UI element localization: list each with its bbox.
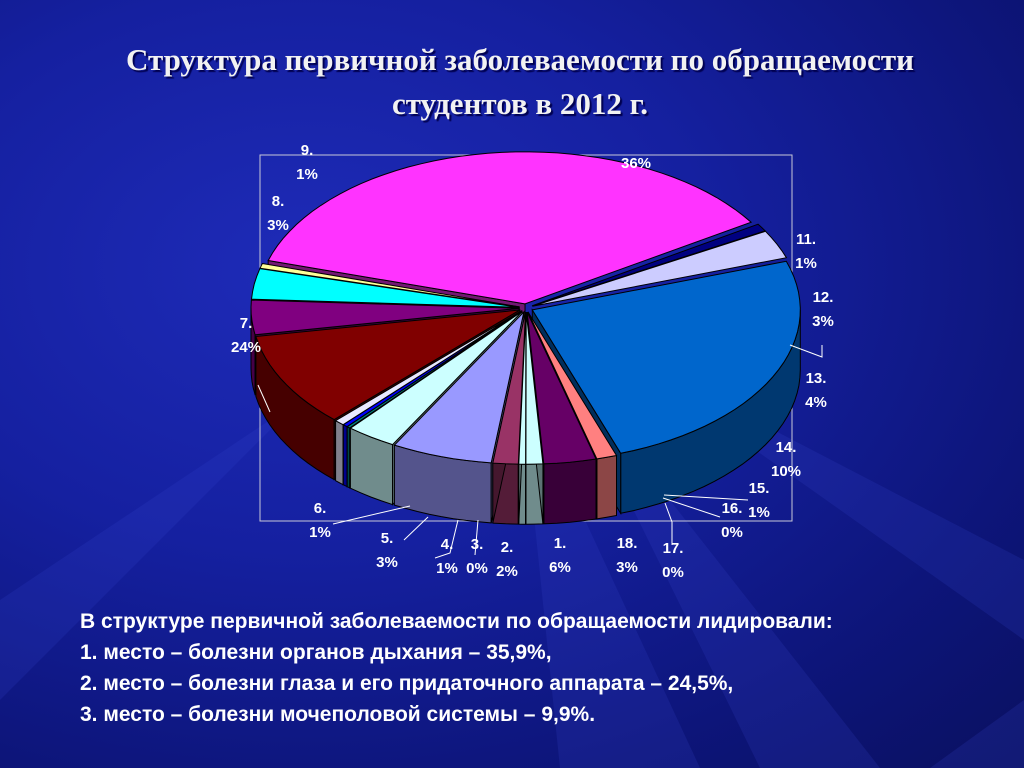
pie-slice-1 <box>393 310 525 464</box>
pie-slice-9 <box>531 223 767 307</box>
pie-slice-7 <box>531 260 801 454</box>
data-label-percent: 3% <box>376 554 398 571</box>
leader-line <box>434 519 459 559</box>
pie-chart: 1. 6% 18. 3% 17. 0% 16. 0% 15. 1% 14. 10% 13. 4% 12. 3%… <box>231 142 834 581</box>
data-label-category: 7. <box>240 315 253 332</box>
data-label-percent: 3% <box>616 559 638 576</box>
data-label-percent: 2% <box>496 563 518 580</box>
data-label-category: 5. <box>381 530 394 547</box>
summary-block: В структуре первичной заболеваемости по … <box>80 606 1010 730</box>
pie-slice-side <box>543 458 597 525</box>
pie-slice-6 <box>527 311 618 460</box>
pie-slice-13 <box>250 299 520 336</box>
leader-line <box>332 505 411 525</box>
data-label-category: 16. <box>722 500 743 517</box>
data-label-category: 8. <box>272 193 285 210</box>
summary-intro: В структуре первичной заболеваемости по … <box>80 610 833 633</box>
leader-line <box>664 502 673 545</box>
summary-item-3: 3. место – болезни мочеполовой системы –… <box>80 703 596 726</box>
leader-line <box>662 497 721 518</box>
data-label-category: 11. <box>796 231 816 248</box>
data-label-percent: 0% <box>662 564 684 581</box>
title-line-1: Структура первичной заболеваемости по об… <box>126 42 914 77</box>
pie-slice-14 <box>255 309 521 421</box>
summary-item-1: 1. место – болезни органов дыхания – 35,… <box>80 641 552 664</box>
data-label-category: 18. <box>617 535 638 552</box>
data-label-percent: 1% <box>436 560 458 577</box>
data-label-percent: 1% <box>795 255 817 272</box>
leader-line <box>403 516 429 541</box>
leader-line <box>663 494 749 501</box>
data-label-category: 15. <box>749 480 770 497</box>
pie-slice-11 <box>259 262 520 308</box>
data-label-category: 1. <box>554 535 567 552</box>
pie-slice-side <box>335 419 344 486</box>
data-label-category: 12. <box>813 289 834 306</box>
leader-line <box>474 519 479 556</box>
data-label-percent: 4% <box>805 394 827 411</box>
data-label-category: 14. <box>776 439 797 456</box>
pie-slice-18 <box>349 311 523 446</box>
pie-slice-15 <box>334 310 522 426</box>
data-label-percent: 6% <box>549 559 571 576</box>
pie-slice-2 <box>492 312 526 465</box>
leader-line <box>789 344 823 358</box>
title-line-2: студентов в 2012 г. <box>391 86 649 121</box>
pie-slice-side <box>596 454 617 520</box>
pie-slice-5 <box>526 311 597 465</box>
data-label-category: 6. <box>314 500 327 517</box>
data-label-percent: 0% <box>466 560 488 577</box>
data-label-percent: 36% <box>621 155 651 172</box>
data-label-category: 2. <box>501 539 514 556</box>
pie-slice-side <box>342 423 348 488</box>
data-label-category: 3. <box>471 536 484 553</box>
data-label-percent: 1% <box>309 524 331 541</box>
data-label-category: 17. <box>663 540 684 557</box>
leader-line <box>257 384 271 413</box>
summary-item-2: 2. место – болезни глаза и его придаточн… <box>80 672 734 695</box>
slide-title: Структура первичной заболеваемости по об… <box>60 38 980 126</box>
pie-slice-unnamed <box>267 151 753 305</box>
data-label-percent: 24% <box>231 339 261 356</box>
data-label-category: 4. <box>441 536 454 553</box>
data-label-category: 9. <box>301 142 314 159</box>
data-label-percent: 3% <box>267 217 289 234</box>
pie-slice-8 <box>532 230 788 307</box>
data-label-category: 13. <box>806 370 827 387</box>
data-label-percent: 3% <box>812 313 834 330</box>
data-label-percent: 1% <box>748 504 770 521</box>
data-label-percent: 10% <box>771 463 801 480</box>
data-label-percent: 0% <box>721 524 743 541</box>
data-label-percent: 1% <box>296 166 318 183</box>
